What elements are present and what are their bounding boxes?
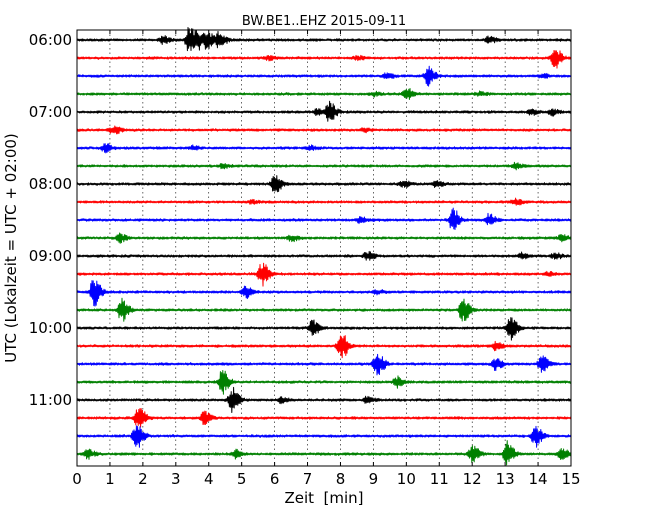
x-tick-label: 3 xyxy=(171,470,181,488)
seismic-trace xyxy=(76,297,572,322)
seismic-trace xyxy=(76,280,572,307)
x-tick-label: 12 xyxy=(463,470,482,488)
x-tick-label: 4 xyxy=(204,470,214,488)
seismic-trace xyxy=(76,161,572,171)
seismic-trace xyxy=(76,65,572,87)
seismic-trace xyxy=(76,408,572,428)
x-tick-label: 15 xyxy=(561,470,580,488)
y-tick-label: 09:00 xyxy=(29,247,72,265)
grid xyxy=(109,30,539,466)
y-axis-label: UTC (Lokalzeit = UTC + 02:00) xyxy=(2,133,20,363)
plot-frame xyxy=(76,29,572,467)
x-tick-label: 0 xyxy=(72,470,82,488)
seismic-trace xyxy=(76,50,572,69)
x-tick-label: 2 xyxy=(138,470,148,488)
seismic-trace xyxy=(76,207,572,231)
x-tick-label: 13 xyxy=(496,470,515,488)
seismic-trace xyxy=(76,335,572,359)
seismic-trace xyxy=(76,262,572,287)
seismic-trace xyxy=(76,425,572,448)
x-tick-label: 7 xyxy=(303,470,313,488)
x-tick-label: 10 xyxy=(397,470,416,488)
y-tick-label: 06:00 xyxy=(29,31,72,49)
x-axis-label: Zeit [min] xyxy=(284,489,363,507)
seismic-trace xyxy=(76,143,572,154)
x-tick-label: 9 xyxy=(369,470,379,488)
seismic-trace xyxy=(76,250,572,261)
seismic-trace xyxy=(76,386,572,413)
seismic-trace xyxy=(76,369,572,395)
y-tick-label: 11:00 xyxy=(29,391,72,409)
seismic-trace xyxy=(76,317,572,341)
x-tick-label: 5 xyxy=(237,470,247,488)
seismic-trace xyxy=(76,100,572,122)
x-tick-label: 11 xyxy=(430,470,449,488)
x-tick-label: 14 xyxy=(529,470,548,488)
y-axis: 06:00 07:00 08:00 09:00 10:00 11:00 xyxy=(29,31,571,409)
seismic-trace xyxy=(76,232,572,244)
seismic-trace xyxy=(76,87,572,100)
x-tick-label: 6 xyxy=(270,470,280,488)
y-tick-label: 10:00 xyxy=(29,319,72,337)
x-tick-label: 8 xyxy=(336,470,346,488)
seismic-trace xyxy=(76,125,572,135)
seismic-trace xyxy=(76,353,572,376)
x-axis: 0 1 2 3 4 5 6 7 8 9 10 11 12 13 14 15 xyxy=(72,30,581,488)
seismic-trace xyxy=(76,175,572,193)
x-tick-label: 1 xyxy=(105,470,115,488)
seismic-traces xyxy=(76,26,572,466)
chart-title: BW.BE1..EHZ 2015-09-11 xyxy=(242,14,406,29)
y-tick-label: 07:00 xyxy=(29,103,72,121)
y-tick-label: 08:00 xyxy=(29,175,72,193)
seismic-trace xyxy=(76,26,572,52)
seismic-trace xyxy=(76,440,572,466)
seismic-trace xyxy=(76,197,572,206)
